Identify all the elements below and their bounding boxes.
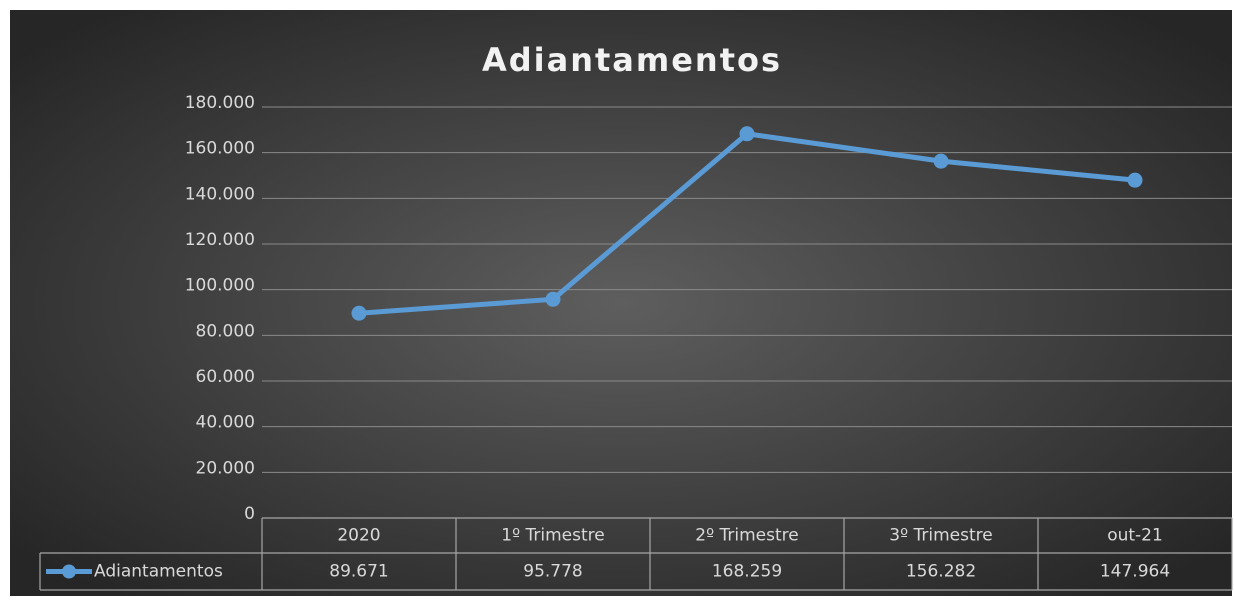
chart-title: Adiantamentos [482,41,782,79]
legend-label: Adiantamentos [94,562,223,582]
y-tick-label: 0 [244,504,255,524]
data-table-value: 156.282 [906,562,976,582]
x-tick-label: out-21 [1107,526,1163,546]
x-tick-label: 2º Trimestre [695,526,798,546]
y-tick-label: 20.000 [196,458,255,478]
marker [739,126,755,142]
x-tick-label: 3º Trimestre [889,526,992,546]
marker [351,305,367,321]
marker [933,153,949,169]
x-tick-label: 1º Trimestre [501,526,604,546]
y-tick-label: 100.000 [185,276,255,296]
data-table-value: 89.671 [329,562,388,582]
data-table-value: 95.778 [523,562,582,582]
data-table-value: 168.259 [712,562,782,582]
marker [1127,172,1143,188]
y-tick-label: 120.000 [185,230,255,250]
legend-marker [62,564,76,579]
y-tick-label: 60.000 [196,367,255,387]
y-tick-label: 180.000 [185,93,255,113]
marker [545,291,561,307]
y-tick-label: 140.000 [185,184,255,204]
x-tick-label: 2020 [337,526,380,546]
chart-background [10,10,1232,596]
y-tick-label: 160.000 [185,139,255,159]
data-table-value: 147.964 [1100,562,1170,582]
y-tick-label: 80.000 [196,321,255,341]
y-tick-label: 40.000 [196,413,255,433]
